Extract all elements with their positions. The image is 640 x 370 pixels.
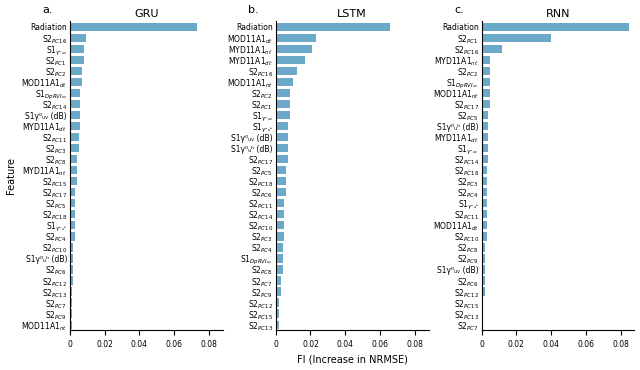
Bar xyxy=(481,34,551,42)
Bar xyxy=(276,265,283,274)
Bar xyxy=(276,45,312,53)
Bar xyxy=(481,276,485,285)
Bar xyxy=(276,243,283,252)
Bar xyxy=(481,320,483,329)
Bar xyxy=(70,320,72,329)
Bar xyxy=(481,67,490,75)
Y-axis label: Feature: Feature xyxy=(6,157,15,194)
Bar xyxy=(70,144,79,152)
Bar xyxy=(481,265,485,274)
Bar xyxy=(70,199,75,208)
Bar xyxy=(276,133,288,141)
Bar xyxy=(276,111,290,119)
Bar xyxy=(276,320,279,329)
Bar xyxy=(481,56,490,64)
Bar xyxy=(70,232,75,241)
Bar xyxy=(70,111,80,119)
Bar xyxy=(481,309,483,318)
Bar xyxy=(481,232,487,241)
Bar xyxy=(276,155,288,163)
Bar xyxy=(70,23,196,31)
Bar xyxy=(481,155,488,163)
Bar xyxy=(481,45,502,53)
Bar xyxy=(70,177,77,185)
Bar xyxy=(276,309,279,318)
Text: a.: a. xyxy=(42,5,53,15)
Bar xyxy=(70,299,72,307)
Bar xyxy=(70,67,82,75)
Bar xyxy=(70,166,77,174)
Bar xyxy=(70,287,72,296)
Bar xyxy=(481,111,488,119)
Bar xyxy=(70,243,74,252)
Bar xyxy=(481,166,487,174)
Bar xyxy=(276,177,286,185)
Bar xyxy=(276,78,293,86)
Bar xyxy=(276,23,390,31)
Bar xyxy=(70,133,79,141)
Bar xyxy=(70,188,75,196)
Bar xyxy=(276,100,290,108)
Bar xyxy=(276,276,281,285)
Text: c.: c. xyxy=(454,5,464,15)
Bar xyxy=(70,122,80,130)
Bar xyxy=(481,299,483,307)
Bar xyxy=(70,254,74,263)
Bar xyxy=(70,78,82,86)
Bar xyxy=(481,287,485,296)
Bar xyxy=(481,210,487,218)
Bar xyxy=(70,45,84,53)
Bar xyxy=(70,221,75,229)
Bar xyxy=(276,199,284,208)
Bar xyxy=(276,89,290,97)
Bar xyxy=(276,254,283,263)
Bar xyxy=(481,89,490,97)
Bar xyxy=(276,56,305,64)
Bar xyxy=(481,199,487,208)
Bar xyxy=(276,188,286,196)
Bar xyxy=(276,232,284,241)
Bar xyxy=(481,177,487,185)
Bar xyxy=(276,221,284,229)
Bar xyxy=(481,254,485,263)
Bar xyxy=(70,34,86,42)
Bar xyxy=(276,67,296,75)
Title: GRU: GRU xyxy=(134,9,159,19)
Bar xyxy=(70,89,80,97)
Bar xyxy=(481,122,488,130)
Title: LSTM: LSTM xyxy=(337,9,367,19)
Bar xyxy=(481,23,629,31)
Text: b.: b. xyxy=(248,5,259,15)
Bar xyxy=(481,133,488,141)
Bar xyxy=(276,122,288,130)
Bar xyxy=(481,188,487,196)
Bar xyxy=(276,210,284,218)
Bar xyxy=(481,100,490,108)
Bar xyxy=(276,166,286,174)
Bar xyxy=(481,243,485,252)
Bar xyxy=(70,56,84,64)
Bar xyxy=(70,210,75,218)
Bar xyxy=(70,155,77,163)
X-axis label: FI (Increase in NRMSE): FI (Increase in NRMSE) xyxy=(297,354,408,364)
Bar xyxy=(70,309,72,318)
Bar xyxy=(70,276,74,285)
Bar xyxy=(276,299,279,307)
Title: RNN: RNN xyxy=(546,9,570,19)
Bar xyxy=(276,144,288,152)
Bar xyxy=(276,34,316,42)
Bar xyxy=(481,221,487,229)
Bar xyxy=(276,287,281,296)
Bar xyxy=(70,100,80,108)
Bar xyxy=(70,265,74,274)
Bar xyxy=(481,78,490,86)
Bar xyxy=(481,144,488,152)
